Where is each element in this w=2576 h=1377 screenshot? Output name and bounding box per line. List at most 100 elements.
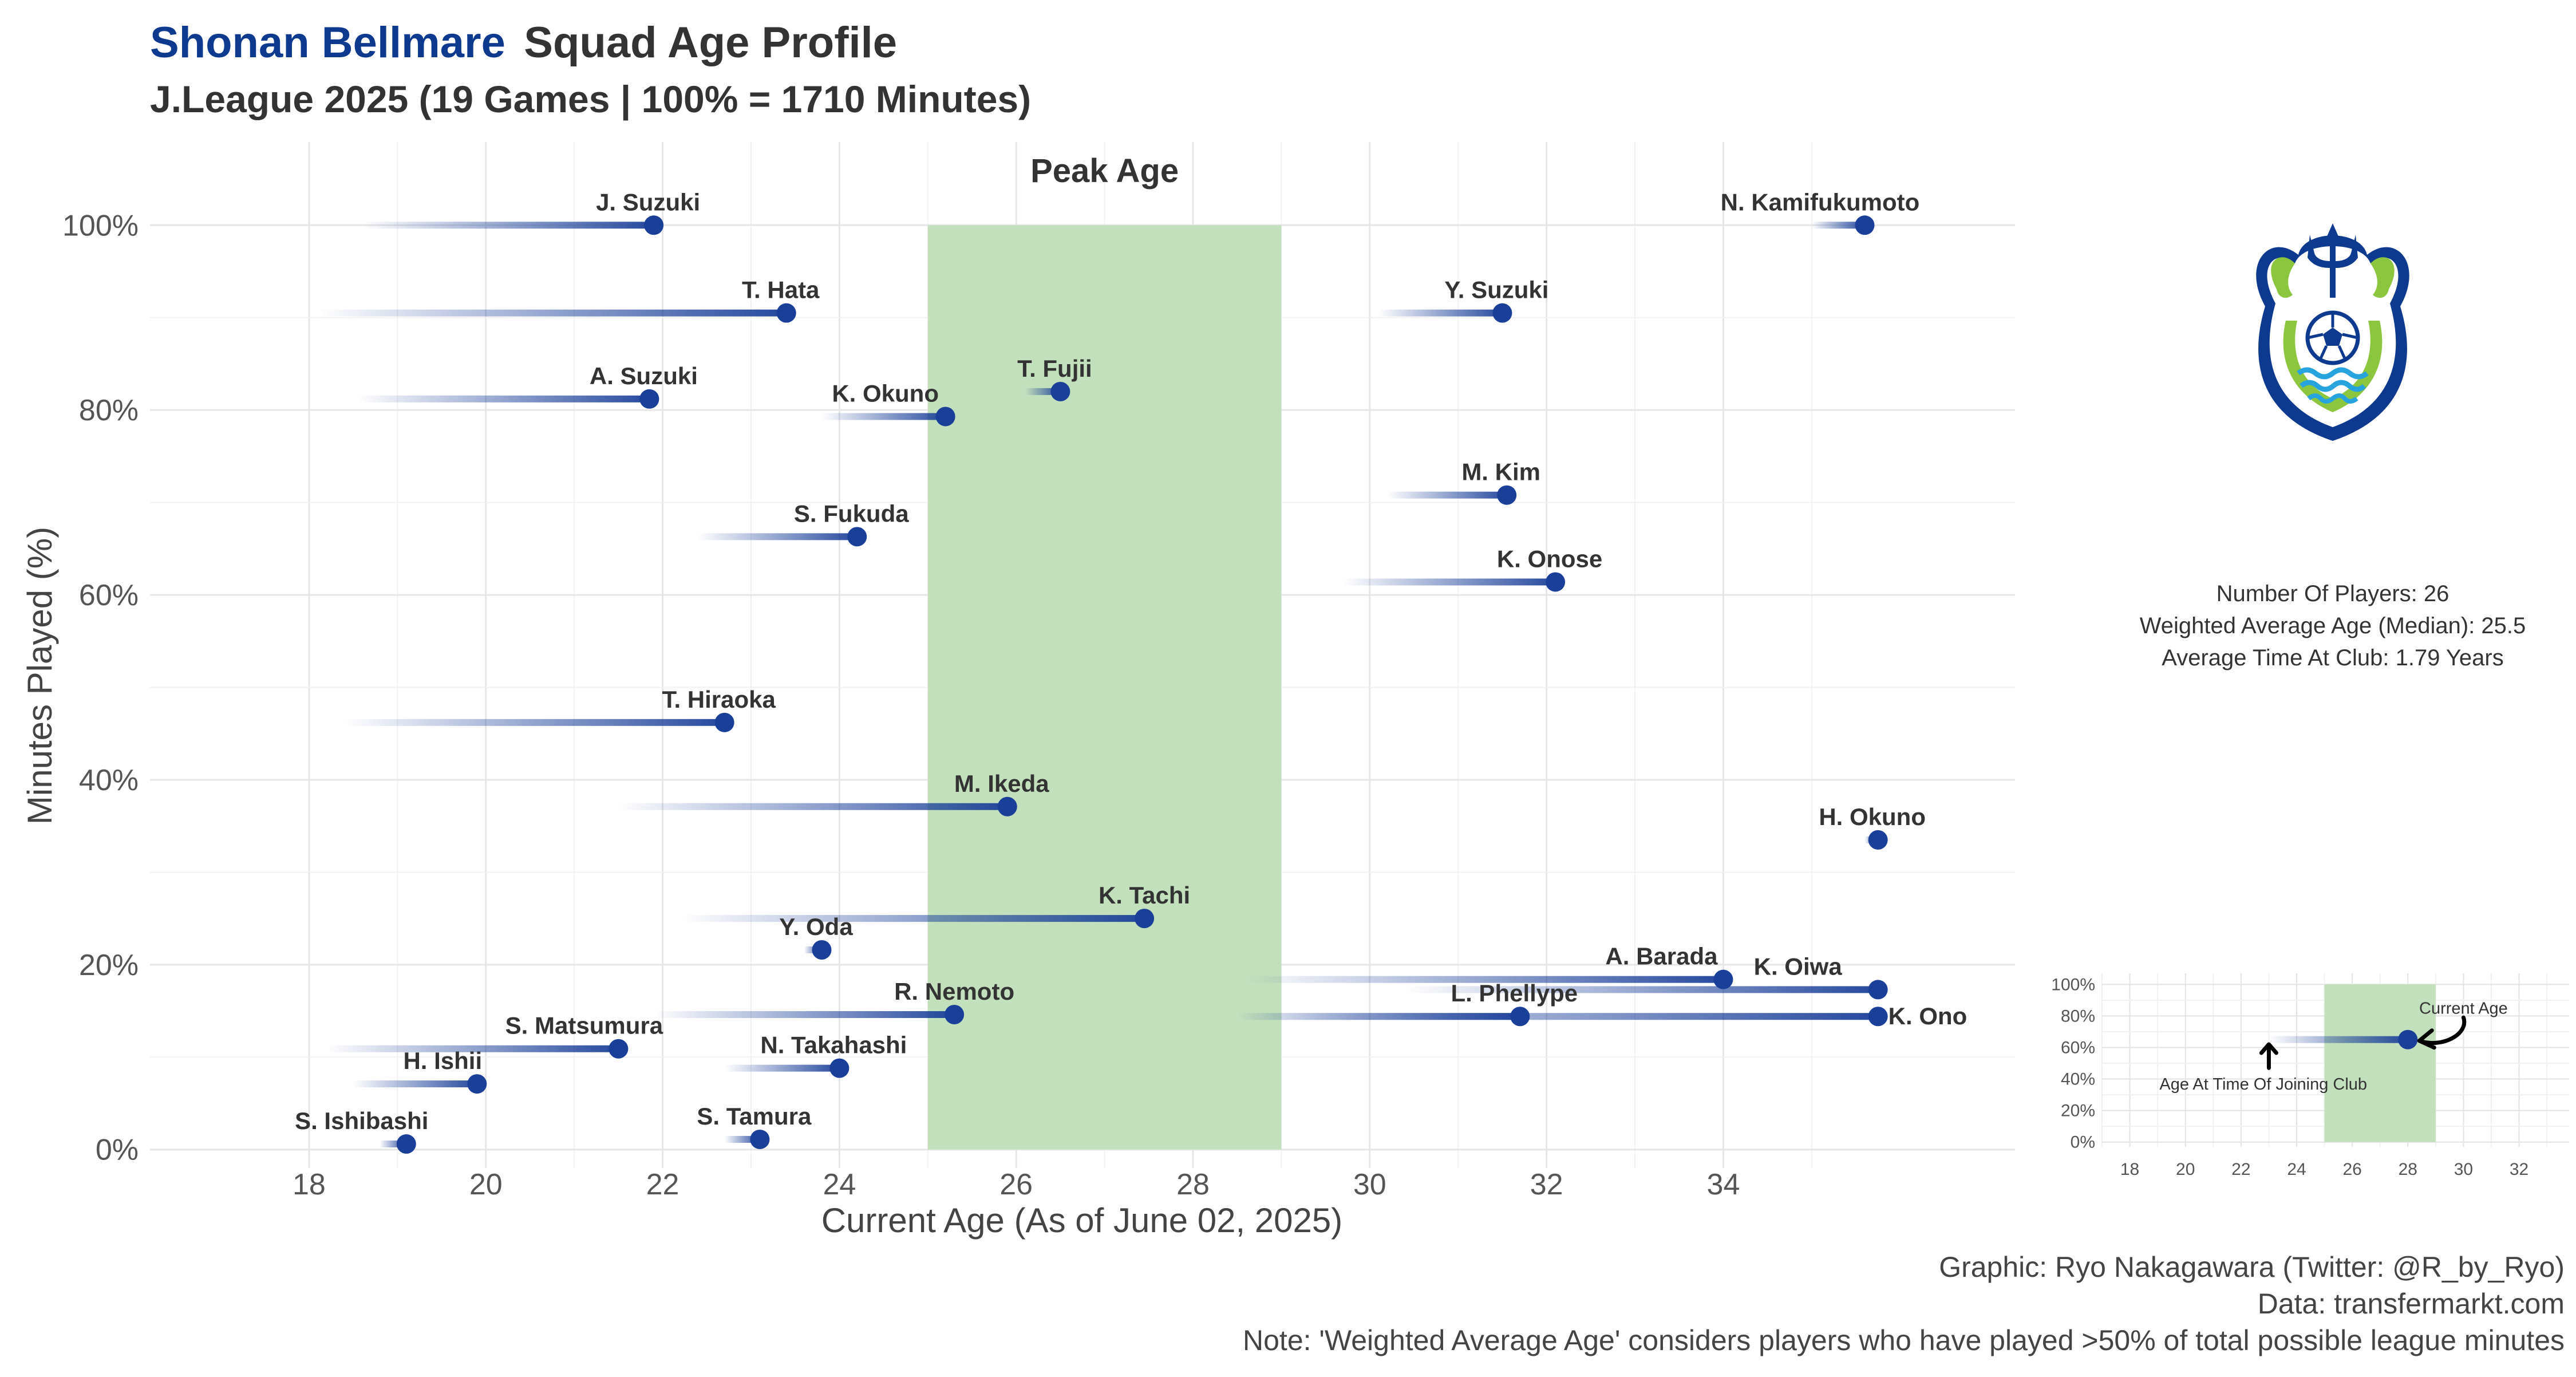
x-tick-label: 28: [1176, 1168, 1210, 1201]
inset-peak-rect: [2324, 984, 2436, 1142]
player-points: [396, 215, 1888, 1154]
y-tick-label: 40%: [79, 764, 139, 797]
inset-x-tick-label: 28: [2399, 1160, 2417, 1179]
inset-axes: 18 20 22 24 26 28 30 32 0% 20% 40% 60% 80% 100%: [2051, 975, 2528, 1179]
player-point: [1855, 215, 1875, 235]
player-point: [945, 1005, 965, 1025]
player-label: L. Phellype: [1451, 980, 1578, 1007]
player-point: [1713, 969, 1733, 989]
player-point: [1868, 830, 1888, 850]
stat-player-count: Number Of Players: 26: [2217, 581, 2449, 606]
player-point: [1050, 381, 1070, 401]
tenure-segment: [326, 1045, 619, 1052]
player-point: [812, 940, 832, 960]
inset-y-tick-label: 100%: [2051, 975, 2095, 994]
player-label: N. Kamifukumoto: [1721, 188, 1920, 215]
chart-subtitle: J.League 2025 (19 Games | 100% = 1710 Mi…: [150, 78, 1031, 121]
tenure-segment: [1387, 491, 1507, 499]
tenure-segment: [680, 915, 1145, 922]
player-point: [997, 796, 1017, 816]
y-tick-label: 60%: [79, 579, 139, 612]
tenure-segment: [1405, 986, 1878, 993]
player-label: H. Ishii: [403, 1047, 482, 1074]
player-point: [829, 1058, 850, 1078]
inset-peak-band: [2324, 984, 2436, 1142]
up-arrow-icon: [2259, 1042, 2278, 1070]
x-tick-label: 22: [646, 1168, 679, 1201]
inset-x-tick-label: 22: [2231, 1160, 2250, 1179]
tenure-segment: [1811, 222, 1865, 229]
tenure-segment: [362, 222, 654, 229]
tenure-segment: [654, 1011, 955, 1019]
peak-age-label: Peak Age: [1030, 152, 1179, 190]
player-point: [714, 712, 734, 732]
tenure-segment: [344, 719, 725, 726]
player-point: [776, 303, 796, 323]
player-point: [1497, 485, 1517, 505]
player-point: [1546, 572, 1566, 592]
tenure-segment: [357, 395, 650, 403]
player-label: S. Tamura: [697, 1103, 812, 1130]
y-axis-title: Minutes Played (%): [21, 527, 59, 824]
player-point: [467, 1074, 487, 1094]
player-labels: J. Suzuki N. Kamifukumoto T. Hata Y. Suzuki…: [295, 188, 1967, 1134]
caption-source: Data: transfermarkt.com: [2258, 1288, 2565, 1320]
player-label: T. Fujii: [1017, 355, 1092, 382]
inset-y-tick-label: 40%: [2061, 1070, 2095, 1089]
tenure-segment: [353, 1080, 477, 1088]
player-label: T. Hiraoka: [662, 686, 776, 713]
player-label: S. Fukuda: [794, 500, 909, 527]
inset-example-segment: [2269, 1029, 2418, 1049]
inset-label-current-age: Current Age: [2419, 1000, 2508, 1018]
player-point: [639, 389, 659, 409]
tenure-segment: [698, 533, 858, 540]
y-tick-label: 0%: [96, 1134, 139, 1167]
inset-x-tick-label: 20: [2176, 1160, 2195, 1179]
tenure-segment: [724, 1064, 840, 1072]
stat-time-at-club: Average Time At Club: 1.79 Years: [2162, 645, 2503, 670]
x-tick-label: 20: [469, 1168, 503, 1201]
inset-x-tick-label: 24: [2287, 1160, 2306, 1179]
player-point: [935, 407, 955, 427]
caption-credit: Graphic: Ryo Nakagawara (Twitter: @R_by_…: [1939, 1251, 2565, 1283]
player-point: [644, 215, 664, 235]
legend-inset: 18 20 22 24 26 28 30 32 0% 20% 40% 60% 80% 100% Curre…: [2051, 973, 2569, 1179]
player-label: A. Barada: [1605, 943, 1718, 970]
tenure-segment: [1237, 1013, 1878, 1020]
x-tick-label: 34: [1707, 1168, 1740, 1201]
chart-title: Shonan Bellmare Squad Age Profile: [150, 18, 897, 67]
inset-y-tick-label: 20%: [2061, 1102, 2095, 1120]
player-label: K. Tachi: [1099, 882, 1190, 909]
player-point: [1510, 1007, 1530, 1027]
y-tick-label: 20%: [79, 949, 139, 982]
player-label: N. Takahashi: [760, 1032, 907, 1059]
x-axis-title: Current Age (As of June 02, 2025): [821, 1201, 1343, 1240]
player-label: K. Ono: [1888, 1003, 1967, 1029]
tenure-segment: [821, 413, 946, 420]
player-label: K. Oiwa: [1754, 953, 1843, 980]
player-point: [1135, 909, 1155, 929]
x-tick-label: 18: [293, 1168, 326, 1201]
stat-weighted-age: Weighted Average Age (Median): 25.5: [2140, 613, 2526, 638]
x-tick-label: 30: [1353, 1168, 1386, 1201]
tenure-segment: [618, 803, 1008, 810]
player-point: [396, 1134, 416, 1154]
x-tick-label: 24: [823, 1168, 856, 1201]
inset-label-joining-age: Age At Time Of Joining Club: [2159, 1075, 2367, 1094]
main-axes: 0% 20% 40% 60% 80% 100% 18 20 22 24 26 28 30 32 34: [62, 209, 1740, 1201]
arrow-head-icon: [2417, 1028, 2436, 1050]
tenure-segment: [1378, 309, 1503, 317]
title-rest: Squad Age Profile: [524, 18, 897, 67]
player-label: S. Matsumura: [505, 1012, 663, 1039]
caption-note: Note: 'Weighted Average Age' considers p…: [1243, 1324, 2565, 1356]
inset-x-tick-label: 18: [2120, 1160, 2139, 1179]
x-tick-label: 26: [999, 1168, 1033, 1201]
player-label: R. Nemoto: [894, 978, 1014, 1005]
player-label: M. Ikeda: [954, 770, 1049, 797]
player-label: A. Suzuki: [590, 362, 698, 389]
peak-age-rect: [927, 225, 1282, 1150]
inset-x-tick-label: 30: [2454, 1160, 2473, 1179]
inset-y-tick-label: 80%: [2061, 1007, 2095, 1025]
